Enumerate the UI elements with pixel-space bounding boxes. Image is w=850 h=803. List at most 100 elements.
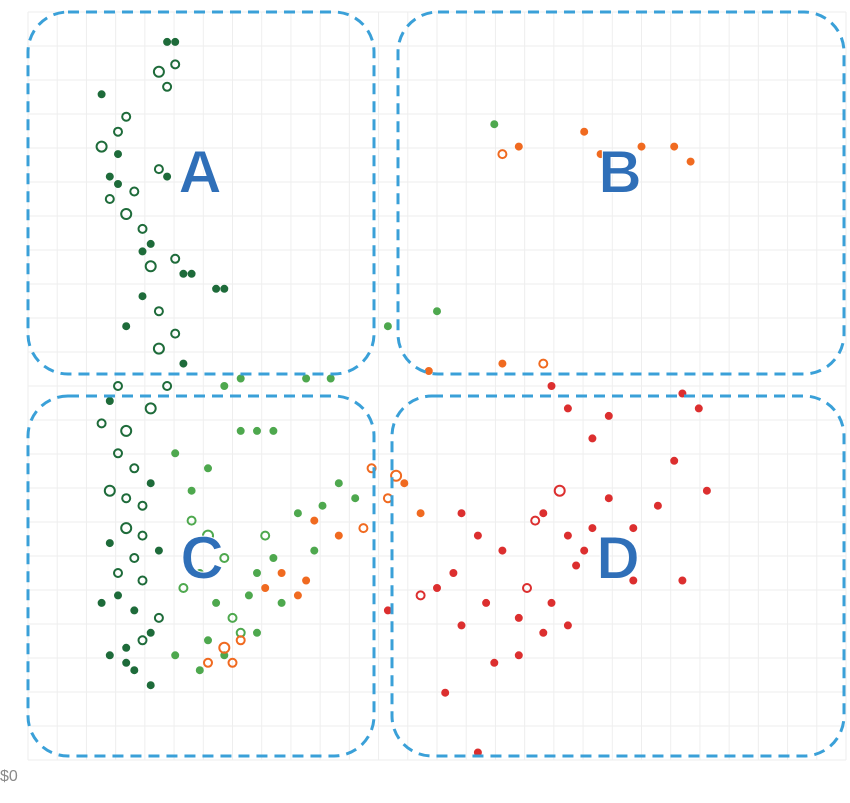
data-point-series-1 [144,260,157,273]
data-point-series-1 [163,37,172,46]
data-point-series-3 [293,591,302,600]
data-point-series-4 [547,598,556,607]
data-point-series-4 [383,606,392,615]
data-point-series-2 [293,509,302,518]
data-point-series-1 [137,635,148,646]
data-point-series-2 [236,374,245,383]
data-point-series-1 [113,126,123,137]
data-point-series-1 [179,269,188,278]
data-point-series-1 [146,479,155,488]
data-point-series-4 [670,456,679,465]
data-point-series-3 [497,149,508,160]
data-point-series-1 [138,247,147,256]
data-point-series-4 [482,598,491,607]
data-point-series-4 [415,590,426,601]
data-point-series-4 [498,546,507,555]
data-point-series-1 [114,591,122,600]
data-point-series-1 [130,666,139,675]
data-point-series-1 [122,322,131,331]
quadrant-label-d: D [596,525,639,592]
data-point-series-4 [702,486,711,495]
data-point-series-3 [227,657,238,668]
data-point-series-2 [204,636,212,645]
data-point-series-1 [121,493,132,504]
data-point-series-3 [390,469,403,482]
data-point-series-2 [202,529,214,542]
data-point-series-2 [186,515,197,526]
data-point-series-2 [310,546,319,555]
data-point-series-2 [178,583,189,593]
data-point-series-1 [153,612,164,623]
data-point-series-4 [604,494,613,503]
data-point-series-2 [244,591,253,600]
quadrant-box-c [26,394,376,758]
data-point-series-1 [104,194,115,204]
data-point-series-1 [129,463,140,474]
data-point-series-1 [129,186,140,197]
data-point-series-1 [114,150,122,159]
data-point-series-4 [629,576,638,585]
data-point-series-3 [400,479,409,488]
data-point-series-2 [253,426,261,435]
data-point-series-4 [588,434,597,443]
data-point-series-4 [514,651,523,660]
data-point-series-4 [563,404,572,413]
data-point-series-2 [269,554,278,562]
data-point-series-2 [204,464,212,473]
data-point-series-2 [212,598,221,607]
data-point-series-4 [678,576,687,585]
data-point-series-1 [95,140,108,153]
data-point-series-4 [441,688,450,697]
data-point-series-4 [530,515,541,526]
data-point-series-2 [302,374,311,383]
data-point-series-1 [114,180,122,188]
data-point-series-4 [604,411,613,420]
data-point-series-2 [334,479,343,488]
data-point-series-2 [383,322,392,331]
data-point-series-3 [334,531,343,540]
data-point-series-4 [653,501,662,510]
data-point-series-2 [171,449,180,458]
data-point-series-3 [235,635,246,646]
data-point-series-1 [130,606,139,615]
data-point-series-3 [261,584,270,592]
data-point-series-1 [144,402,157,415]
data-point-series-1 [171,37,180,46]
quadrant-box-d [390,394,846,758]
data-point-series-1 [163,172,172,181]
data-point-series-1 [105,651,114,660]
data-point-series-1 [121,111,132,122]
data-point-series-1 [162,81,173,92]
data-point-series-3 [498,359,507,368]
data-point-series-4 [473,531,482,540]
data-point-series-1 [170,328,181,339]
data-point-series-3 [277,569,286,577]
data-point-series-1 [97,598,106,607]
data-point-series-4 [694,404,703,413]
data-point-series-3 [424,367,433,375]
data-point-series-1 [170,59,181,70]
data-point-series-1 [137,500,148,511]
data-point-series-4 [457,509,466,518]
data-point-series-1 [152,342,165,355]
data-point-series-1 [153,164,164,175]
scatter-points [95,37,711,757]
data-point-series-1 [187,269,196,278]
data-point-series-3 [416,509,425,518]
data-point-series-1 [154,546,163,555]
data-point-series-4 [678,389,687,398]
data-point-series-1 [120,424,133,437]
data-point-series-4 [563,621,572,630]
data-point-series-1 [122,643,131,652]
data-point-series-4 [490,658,499,667]
data-point-series-3 [580,127,589,136]
data-point-series-2 [433,307,441,316]
data-point-series-1 [212,284,221,293]
data-point-series-2 [195,569,204,577]
data-point-series-2 [318,501,327,510]
data-point-series-3 [670,142,679,151]
data-point-series-1 [170,253,181,264]
data-point-series-1 [146,239,155,248]
data-point-series-1 [138,292,147,301]
